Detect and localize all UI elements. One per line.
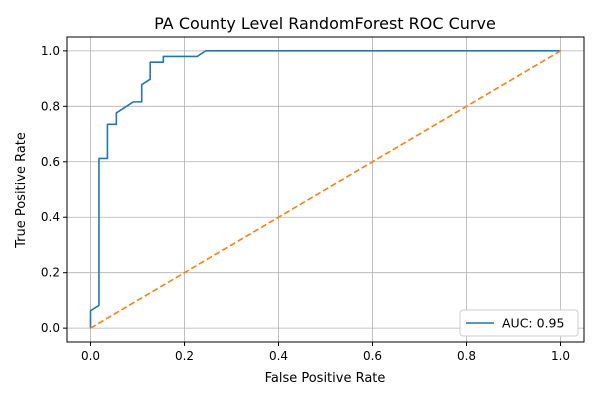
x-tick-label-2: 0.4	[269, 349, 288, 363]
legend-box	[459, 309, 579, 337]
legend: AUC: 0.95	[459, 309, 579, 337]
x-tick-label-4: 0.8	[457, 349, 476, 363]
roc-curve-line	[89, 50, 561, 329]
x-axis-ticks: 0.0 0.2 0.4 0.6 0.8 1.0	[81, 342, 570, 363]
y-tick-label-5: 1.0	[41, 44, 60, 58]
y-tick-label-1: 0.2	[41, 266, 60, 280]
x-axis-label: False Positive Rate	[265, 371, 386, 386]
series-layer	[89, 50, 561, 329]
x-tick-label-1: 0.2	[175, 349, 194, 363]
y-tick-label-3: 0.6	[41, 155, 60, 169]
y-axis-label: True Positive Rate	[14, 132, 29, 249]
y-axis-ticks: 0.0 0.2 0.4 0.6 0.8 1.0	[41, 44, 67, 335]
x-tick-label-3: 0.6	[363, 349, 382, 363]
legend-label: AUC: 0.95	[502, 316, 564, 331]
y-tick-label-0: 0.0	[41, 321, 60, 335]
plot-frame	[66, 36, 585, 343]
y-tick-label-4: 0.8	[41, 99, 60, 113]
chance-diagonal-line	[90, 50, 561, 329]
x-tick-label-0: 0.0	[81, 349, 100, 363]
grid-lines	[67, 37, 584, 342]
y-tick-label-2: 0.4	[41, 210, 60, 224]
chart-title: PA County Level RandomForest ROC Curve	[154, 14, 496, 33]
x-tick-label-5: 1.0	[551, 349, 570, 363]
